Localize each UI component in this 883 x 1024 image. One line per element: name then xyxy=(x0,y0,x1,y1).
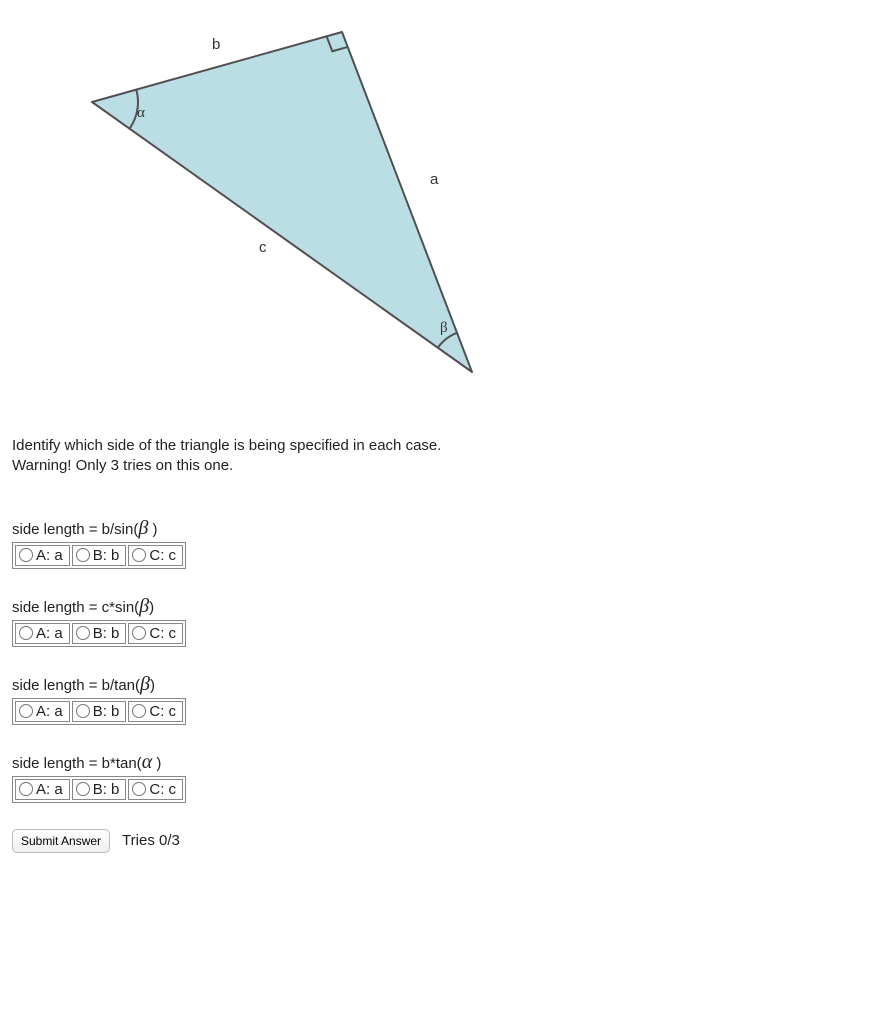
question-label: side length = c*sin(β) xyxy=(12,595,871,618)
option-radio[interactable] xyxy=(19,548,33,562)
option-c[interactable]: C: c xyxy=(128,545,183,566)
option-label: A: a xyxy=(36,547,63,564)
option-a[interactable]: A: a xyxy=(15,779,70,800)
option-radio[interactable] xyxy=(132,704,146,718)
option-radio[interactable] xyxy=(19,782,33,796)
instructions: Identify which side of the triangle is b… xyxy=(12,436,871,477)
instruction-line-1: Identify which side of the triangle is b… xyxy=(12,437,441,454)
option-c[interactable]: C: c xyxy=(128,701,183,722)
option-a[interactable]: A: a xyxy=(15,623,70,644)
option-label: C: c xyxy=(149,781,176,798)
instruction-line-2: Warning! Only 3 tries on this one. xyxy=(12,457,233,474)
option-label: A: a xyxy=(36,781,63,798)
options-row: A: a B: b C: c xyxy=(12,776,186,803)
question-label: side length = b/tan(β) xyxy=(12,673,871,696)
diagram-label-alpha: α xyxy=(137,105,145,121)
question-2: side length = c*sin(β) A: a B: b C: c xyxy=(12,595,871,647)
options-row: A: a B: b C: c xyxy=(12,698,186,725)
option-radio[interactable] xyxy=(132,782,146,796)
option-radio[interactable] xyxy=(76,548,90,562)
option-radio[interactable] xyxy=(19,626,33,640)
option-label: B: b xyxy=(93,625,120,642)
option-label: A: a xyxy=(36,703,63,720)
option-label: C: c xyxy=(149,625,176,642)
option-b[interactable]: B: b xyxy=(72,623,127,644)
option-c[interactable]: C: c xyxy=(128,623,183,644)
option-b[interactable]: B: b xyxy=(72,701,127,722)
option-c[interactable]: C: c xyxy=(128,779,183,800)
diagram-label-b: b xyxy=(212,36,220,53)
diagram-label-beta: β xyxy=(440,320,448,336)
option-b[interactable]: B: b xyxy=(72,545,127,566)
option-a[interactable]: A: a xyxy=(15,545,70,566)
options-row: A: a B: b C: c xyxy=(12,542,186,569)
diagram-label-c: c xyxy=(259,239,267,256)
question-4: side length = b*tan(α ) A: a B: b C: c xyxy=(12,751,871,803)
option-radio[interactable] xyxy=(76,626,90,640)
option-label: C: c xyxy=(149,703,176,720)
option-label: C: c xyxy=(149,547,176,564)
option-label: B: b xyxy=(93,781,120,798)
option-b[interactable]: B: b xyxy=(72,779,127,800)
diagram-label-a: a xyxy=(430,171,439,188)
submit-answer-button[interactable]: Submit Answer xyxy=(12,829,110,853)
tries-counter: Tries 0/3 xyxy=(122,832,180,849)
question-label: side length = b/sin(β ) xyxy=(12,517,871,540)
triangle-diagram: b a c α β xyxy=(72,12,871,406)
option-radio[interactable] xyxy=(132,626,146,640)
option-radio[interactable] xyxy=(76,782,90,796)
question-3: side length = b/tan(β) A: a B: b C: c xyxy=(12,673,871,725)
option-radio[interactable] xyxy=(76,704,90,718)
option-label: B: b xyxy=(93,547,120,564)
option-a[interactable]: A: a xyxy=(15,701,70,722)
option-label: B: b xyxy=(93,703,120,720)
option-label: A: a xyxy=(36,625,63,642)
question-1: side length = b/sin(β ) A: a B: b C: c xyxy=(12,517,871,569)
option-radio[interactable] xyxy=(132,548,146,562)
options-row: A: a B: b C: c xyxy=(12,620,186,647)
question-label: side length = b*tan(α ) xyxy=(12,751,871,774)
option-radio[interactable] xyxy=(19,704,33,718)
